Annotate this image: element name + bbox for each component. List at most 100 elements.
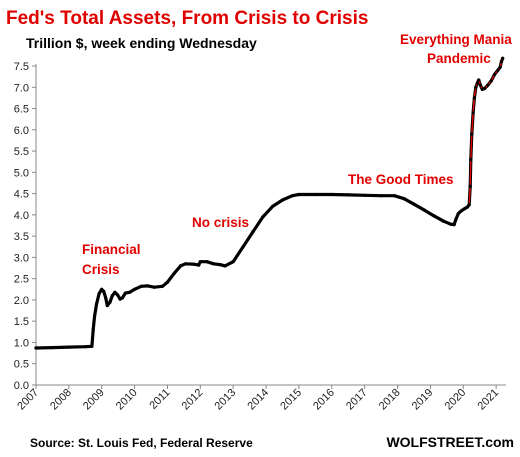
axes: 0.0 0.5 1.0 1.5 2.0 2.5 3.0 3.5 4.0 4.5 5.0 5.5 6.0 6…	[14, 61, 506, 412]
data-point	[280, 198, 285, 202]
y-tick-label: 4.5	[14, 189, 29, 201]
y-tick-label: 2.5	[14, 274, 29, 286]
data-point	[313, 192, 317, 197]
chart-title: Fed's Total Assets, From Crisis to Crisi…	[6, 8, 368, 29]
data-point	[363, 193, 367, 197]
data-point	[50, 346, 55, 350]
data-point	[478, 83, 482, 87]
y-tick-label: 0.5	[14, 359, 29, 371]
data-point	[94, 302, 99, 306]
data-point	[83, 345, 87, 349]
x-tick-label: 2009	[81, 387, 107, 413]
data-point	[456, 212, 460, 216]
x-tick-label: 2017	[344, 387, 370, 413]
x-tick-label: 2016	[311, 387, 337, 413]
data-point	[197, 263, 201, 267]
data-point	[108, 300, 112, 304]
data-point	[472, 96, 476, 100]
data-point	[179, 264, 183, 268]
data-point	[104, 296, 108, 300]
y-tick-label: 7.0	[14, 82, 29, 94]
pandemic-highlight-line	[468, 58, 504, 205]
data-point	[218, 263, 222, 267]
data-point	[442, 219, 446, 223]
x-tick-label: 2020	[443, 387, 469, 413]
annotation-everything-mania: Everything Mania	[400, 32, 512, 47]
y-tick-label: 6.5	[14, 104, 29, 116]
series	[34, 56, 505, 350]
data-point	[205, 260, 209, 264]
data-point	[97, 292, 101, 296]
data-point	[297, 192, 301, 197]
data-point	[460, 209, 464, 213]
y-tick-label: 6.0	[14, 125, 29, 137]
data-point	[90, 344, 94, 348]
data-point	[231, 260, 235, 264]
data-point	[379, 194, 383, 198]
data-point	[211, 262, 216, 266]
data-point	[471, 111, 475, 115]
y-tick-label: 3.5	[14, 231, 29, 243]
chart-subtitle: Trillion $, week ending Wednesday	[26, 35, 257, 51]
data-point	[501, 56, 505, 60]
data-point	[474, 85, 478, 89]
x-tick-label: 2019	[410, 387, 436, 413]
data-point	[115, 293, 120, 297]
data-point	[477, 78, 481, 82]
data-point	[152, 285, 156, 289]
data-point	[496, 68, 500, 72]
data-point	[499, 60, 503, 64]
data-point	[412, 202, 416, 206]
data-point	[402, 197, 406, 201]
data-point	[486, 83, 490, 87]
y-tick-label: 3.0	[14, 252, 29, 264]
data-point	[128, 290, 132, 294]
data-point	[105, 303, 109, 308]
data-point	[392, 194, 396, 198]
series-line	[34, 56, 505, 350]
data-point	[120, 296, 124, 300]
data-point	[160, 284, 165, 288]
y-tick-label: 7.5	[14, 61, 29, 73]
x-tick-label: 2021	[475, 387, 501, 413]
data-point	[92, 315, 97, 319]
data-point	[489, 79, 493, 83]
y-tick-label: 0.0	[14, 380, 29, 392]
y-tick-label: 4.0	[14, 210, 29, 222]
y-tick-label: 1.5	[14, 316, 29, 328]
data-point	[133, 287, 137, 291]
y-tick-label: 5.0	[14, 167, 29, 179]
y-tick-label: 1.0	[14, 337, 29, 349]
data-point	[290, 194, 294, 198]
annotation-good-times: The Good Times	[348, 172, 454, 187]
data-point	[113, 290, 117, 294]
data-point	[172, 272, 176, 276]
x-tick-label: 2012	[180, 387, 206, 413]
data-point	[146, 284, 150, 288]
data-point	[454, 217, 458, 221]
data-point	[469, 158, 473, 162]
data-point	[422, 208, 426, 212]
data-point	[475, 81, 479, 85]
y-tick-label: 5.5	[14, 146, 29, 158]
x-tick-label: 2018	[377, 387, 403, 413]
data-point	[241, 245, 245, 249]
data-point	[102, 289, 106, 293]
data-point	[467, 203, 471, 207]
data-point	[123, 291, 127, 295]
x-tick-label: 2014	[245, 387, 271, 413]
data-point	[449, 222, 453, 226]
data-point	[470, 132, 474, 136]
data-point	[483, 86, 487, 91]
data-point	[465, 205, 469, 209]
data-point	[261, 215, 265, 219]
data-point	[498, 65, 502, 69]
data-point	[91, 328, 95, 332]
data-point	[183, 262, 188, 266]
x-tick-label: 2008	[48, 387, 74, 413]
data-point	[100, 287, 104, 291]
data-point	[432, 214, 436, 218]
data-point	[492, 72, 497, 77]
data-point	[198, 260, 202, 264]
